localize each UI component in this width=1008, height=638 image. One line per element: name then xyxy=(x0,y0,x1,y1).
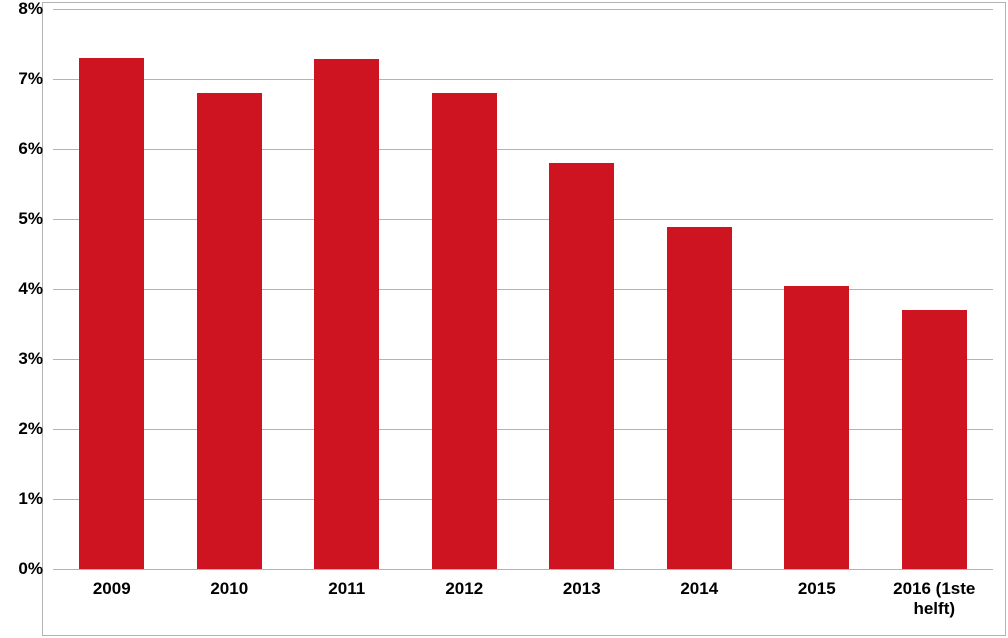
bars-layer xyxy=(53,9,993,569)
plot-area xyxy=(53,9,993,569)
bar xyxy=(432,93,497,569)
y-tick-label: 3% xyxy=(18,349,43,369)
y-tick-label: 0% xyxy=(18,559,43,579)
x-tick-label: 2012 xyxy=(406,579,524,599)
y-tick-label: 6% xyxy=(18,139,43,159)
bar xyxy=(314,59,379,569)
x-tick-label: 2009 xyxy=(53,579,171,599)
bar xyxy=(197,93,262,569)
y-tick-label: 5% xyxy=(18,209,43,229)
y-tick-label: 8% xyxy=(18,0,43,19)
bar xyxy=(79,58,144,569)
x-tick-label: 2016 (1ste helft) xyxy=(876,579,994,618)
bar xyxy=(784,286,849,570)
x-tick-label: 2013 xyxy=(523,579,641,599)
y-tick-label: 1% xyxy=(18,489,43,509)
y-tick-label: 7% xyxy=(18,69,43,89)
bar xyxy=(549,163,614,569)
x-tick-label: 2011 xyxy=(288,579,406,599)
gridline xyxy=(53,569,993,570)
x-tick-label: 2010 xyxy=(171,579,289,599)
x-tick-label: 2014 xyxy=(641,579,759,599)
y-tick-label: 2% xyxy=(18,419,43,439)
x-tick-label: 2015 xyxy=(758,579,876,599)
y-tick-label: 4% xyxy=(18,279,43,299)
chart-frame: 0%1%2%3%4%5%6%7%8% 200920102011201220132… xyxy=(42,2,1006,636)
bar xyxy=(902,310,967,569)
bar xyxy=(667,227,732,569)
